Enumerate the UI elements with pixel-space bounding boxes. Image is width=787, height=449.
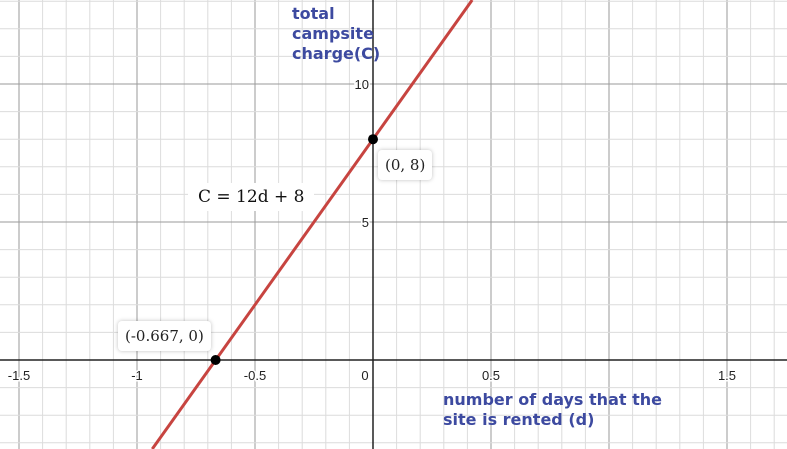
x-tick-label: 0 (361, 368, 368, 383)
y-axis-label: total campsite charge(C) (292, 4, 381, 63)
x-tick-label: -0.5 (244, 368, 266, 383)
y-tick-label: 5 (362, 215, 369, 230)
point-label-x-intercept: (-0.667, 0) (118, 321, 211, 351)
equation-label: C = 12d + 8 (188, 183, 315, 211)
x-axis-label: number of days that the site is rented (… (443, 390, 662, 429)
y-tick-label: 10 (355, 77, 369, 92)
x-tick-label: -1 (131, 368, 143, 383)
data-point (210, 355, 221, 365)
data-point (368, 134, 378, 145)
x-tick-label: 1.5 (718, 368, 736, 383)
x-tick-label: 0.5 (482, 368, 500, 383)
point-label-y-intercept: (0, 8) (378, 150, 433, 180)
series-line (151, 0, 474, 449)
x-tick-label: -1.5 (8, 368, 30, 383)
